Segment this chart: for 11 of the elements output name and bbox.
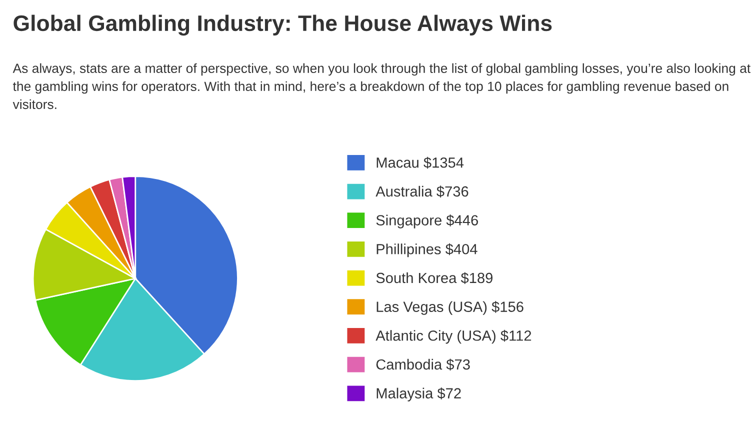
legend-label: Singapore $446 — [376, 214, 478, 228]
legend-label: Macau $1354 — [376, 156, 464, 169]
legend-label: Atlantic City (USA) $112 — [376, 330, 532, 344]
chart-title: Global Gambling Industry: The House Always Wins — [14, 14, 552, 36]
legend-label: Phillipines $404 — [376, 243, 478, 258]
chart-subtitle: As always, stats are a matter of perspective, so when you look through the list of global gambling losses, you’re also looking at the gambling wins for operators. With that in mind, here’s a breakdown of the top 10 places for gambling revenue based on visitors. — [12, 63, 750, 110]
legend-label: Australia $736 — [376, 186, 468, 198]
legend-label: Cambodia $73 — [376, 358, 470, 371]
legend-label: Las Vegas (USA) $156 — [376, 301, 524, 315]
legend-label: Malaysia $72 — [376, 388, 461, 402]
legend-label: South Korea $189 — [376, 272, 493, 284]
